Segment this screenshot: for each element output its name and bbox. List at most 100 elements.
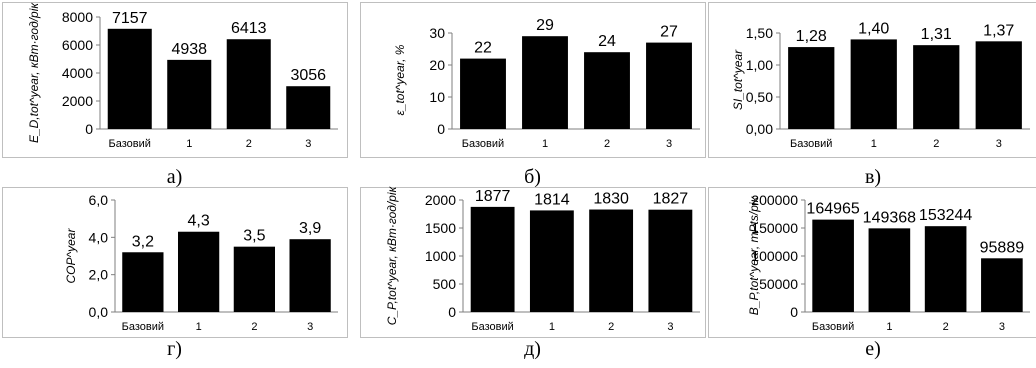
chart-5-frame [708,187,1036,338]
chart-1-data-label: 22 [474,40,492,57]
chart-0-frame [2,2,348,158]
chart-2-y-tick-label: 0,50 [746,89,773,105]
chart-3-frame [2,187,348,338]
chart-2-data-label: 1,40 [858,20,889,37]
chart-1-bar [584,52,630,130]
chart-3-category-label: 2 [251,321,257,333]
chart-1-bar [522,36,568,130]
chart-2-bar [975,41,1022,129]
chart-3-data-label: 3,5 [243,228,265,245]
chart-2-bar [913,45,960,129]
chart-1-y-tick-label: 30 [429,25,445,41]
chart-2-data-label: 1,37 [983,22,1014,39]
chart-5-bar [812,219,854,312]
chart-1-y-tick-label: 10 [429,89,445,105]
chart-1-category-label: 2 [604,138,610,150]
chart-4-bar [529,210,574,312]
chart-5-data-label: 153244 [919,207,972,224]
chart-3-y-tick-label: 2,0 [89,267,109,283]
chart-1-data-label: 27 [660,24,678,41]
chart-4-category-label: 1 [549,321,555,333]
chart-1-y-tick-label: 20 [429,57,445,73]
chart-3-caption: г) [167,338,182,360]
chart-3-category-label: 1 [196,321,202,333]
chart-5-y-tick-label: 200000 [751,192,798,208]
chart-2-data-label: 1,31 [921,26,952,43]
chart-4-caption: д) [524,338,541,360]
chart-1-caption: б) [524,166,541,188]
chart-5-caption: е) [865,338,881,360]
chart-0-category-label: Базовий [109,138,151,150]
chart-2-category-label: 2 [933,138,939,150]
chart-5-data-label: 164965 [806,201,859,218]
chart-0-category-label: 1 [186,138,192,150]
chart-0-data-label: 6413 [231,20,267,37]
chart-5-y-tick-label: 100000 [751,248,798,264]
chart-1-category-label: Базовий [462,138,504,150]
chart-5-category-label: 2 [943,321,949,333]
chart-4-frame [360,187,706,338]
chart-4-y-tick-label: 2000 [425,192,456,208]
chart-5-y-tick-label: 50000 [759,276,798,292]
chart-0-y-tick-label: 2000 [62,93,93,109]
chart-3-category-label: Базовий [122,321,164,333]
chart-5-y-tick-label: 0 [790,304,798,320]
chart-4-data-label: 1830 [593,191,629,208]
chart-5-y-tick-label: 150000 [751,220,798,236]
chart-5-data-label: 149368 [863,209,916,226]
chart-2-y-tick-label: 1,50 [746,25,773,41]
chart-5-bar [868,228,911,312]
chart-4-category-label: Базовий [471,321,513,333]
chart-0-data-label: 7157 [112,10,148,27]
chart-1-data-label: 24 [598,33,616,50]
chart-0-category-label: 2 [246,138,252,150]
chart-2-frame [708,2,1036,158]
chart-3-bar [122,252,164,312]
chart-4-data-label: 1814 [534,191,570,208]
chart-1-frame [360,2,706,158]
chart-1-category-label: 3 [666,138,672,150]
chart-4-y-axis-label: C_P,tot^year, кВт·год/рік [385,185,399,325]
chart-3-y-axis-label: COP^year [64,228,78,284]
chart-4-category-label: 2 [608,321,614,333]
chart-0-bar [107,28,152,129]
chart-3-data-label: 4,3 [188,213,210,230]
chart-1-bar [460,58,506,129]
chart-0-y-tick-label: 4000 [62,65,93,81]
chart-0-data-label: 4938 [171,41,207,58]
chart-5-y-axis-label: B_P,tot^year, mPts/рік [747,195,761,315]
chart-4-y-tick-label: 1500 [425,220,456,236]
chart-3-y-tick-label: 6,0 [89,192,109,208]
chart-2-category-label: 3 [996,138,1002,150]
chart-4-bar [648,209,693,312]
chart-0-category-label: 3 [305,138,311,150]
chart-0-bar [286,86,331,129]
chart-2-category-label: 1 [871,138,877,150]
chart-0-data-label: 3056 [290,67,326,84]
chart-1-y-tick-label: 0 [437,121,445,137]
chart-1-y-axis-label: ε_tot^year, % [393,44,407,115]
chart-2-bar [788,47,835,129]
chart-0-bar [167,59,212,130]
chart-2-y-axis-label: SI_tot^year [731,49,745,110]
chart-0-caption: а) [167,166,183,188]
chart-4-bar [589,209,634,312]
chart-3-bar [177,231,220,312]
chart-3-data-label: 3,9 [299,220,321,237]
chart-2-category-label: Базовий [790,138,832,150]
chart-0-y-tick-label: 0 [85,121,93,137]
chart-3-y-tick-label: 4,0 [89,229,109,245]
chart-4-bar [470,206,515,312]
chart-3-data-label: 3,2 [132,233,154,250]
chart-0-y-tick-label: 8000 [62,9,93,25]
chart-3-bar [289,239,331,312]
chart-1-bar [646,42,692,129]
chart-2-bar [850,39,897,129]
chart-5-bar [981,258,1023,312]
chart-0-bar [226,39,271,129]
chart-5-bar [924,226,967,312]
chart-4-y-tick-label: 1000 [425,248,456,264]
chart-5-category-label: 1 [886,321,892,333]
chart-3-bar [233,246,276,312]
